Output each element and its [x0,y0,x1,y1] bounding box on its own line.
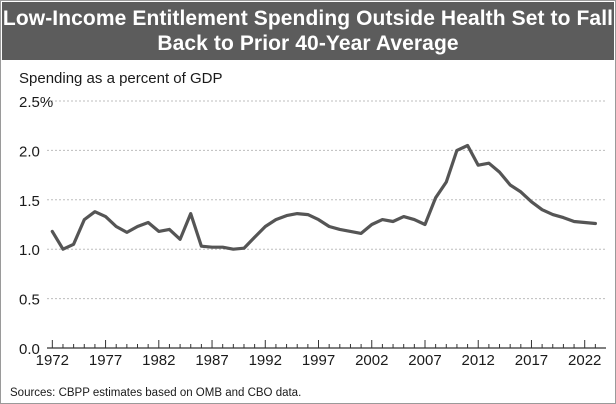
source-note: Sources: CBPP estimates based on OMB and… [10,387,301,399]
x-tick-label: 1977 [89,352,122,369]
x-tick-label: 2012 [462,352,495,369]
x-tick-label: 1992 [249,352,282,369]
y-tick-label: 2.0 [19,143,40,160]
chart-title-bar: Low-Income Entitlement Spending Outside … [2,2,614,60]
y-axis-label: Spending as a percent of GDP [19,70,222,87]
x-tick-label: 2022 [568,352,601,369]
series-line [50,143,598,251]
x-tick-label: 1982 [142,352,175,369]
x-tick-label: 2017 [515,352,548,369]
grid-lines [47,100,606,349]
x-tick-label: 1997 [302,352,335,369]
y-tick-label: 1.0 [19,242,40,259]
x-tick-label: 1972 [36,352,69,369]
series-lines [50,143,598,251]
chart-title-line-1: Low-Income Entitlement Spending Outside … [2,7,614,30]
y-tick-labels: 0.0 0.5 1.0 1.5 2.0 2.5% [19,94,53,358]
y-tick-label: 0.5 [19,292,40,309]
y-tick-label: 0.0 [19,341,40,358]
x-tick-label: 1987 [195,352,228,369]
x-tick-label: 2002 [355,352,388,369]
x-tick-labels: 1972 1977 1982 1987 1992 1997 2002 2007 2012 2017… [36,352,602,369]
y-tick-label: 2.5% [19,94,53,111]
y-tick-label: 1.5 [19,193,40,210]
x-tick-label: 2007 [408,352,441,369]
chart-title-line-2: Back to Prior 40-Year Average [157,32,459,55]
